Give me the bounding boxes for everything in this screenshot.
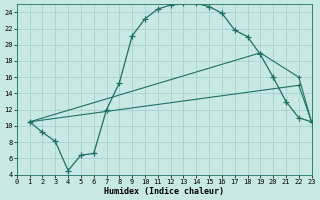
X-axis label: Humidex (Indice chaleur): Humidex (Indice chaleur) [104, 187, 224, 196]
